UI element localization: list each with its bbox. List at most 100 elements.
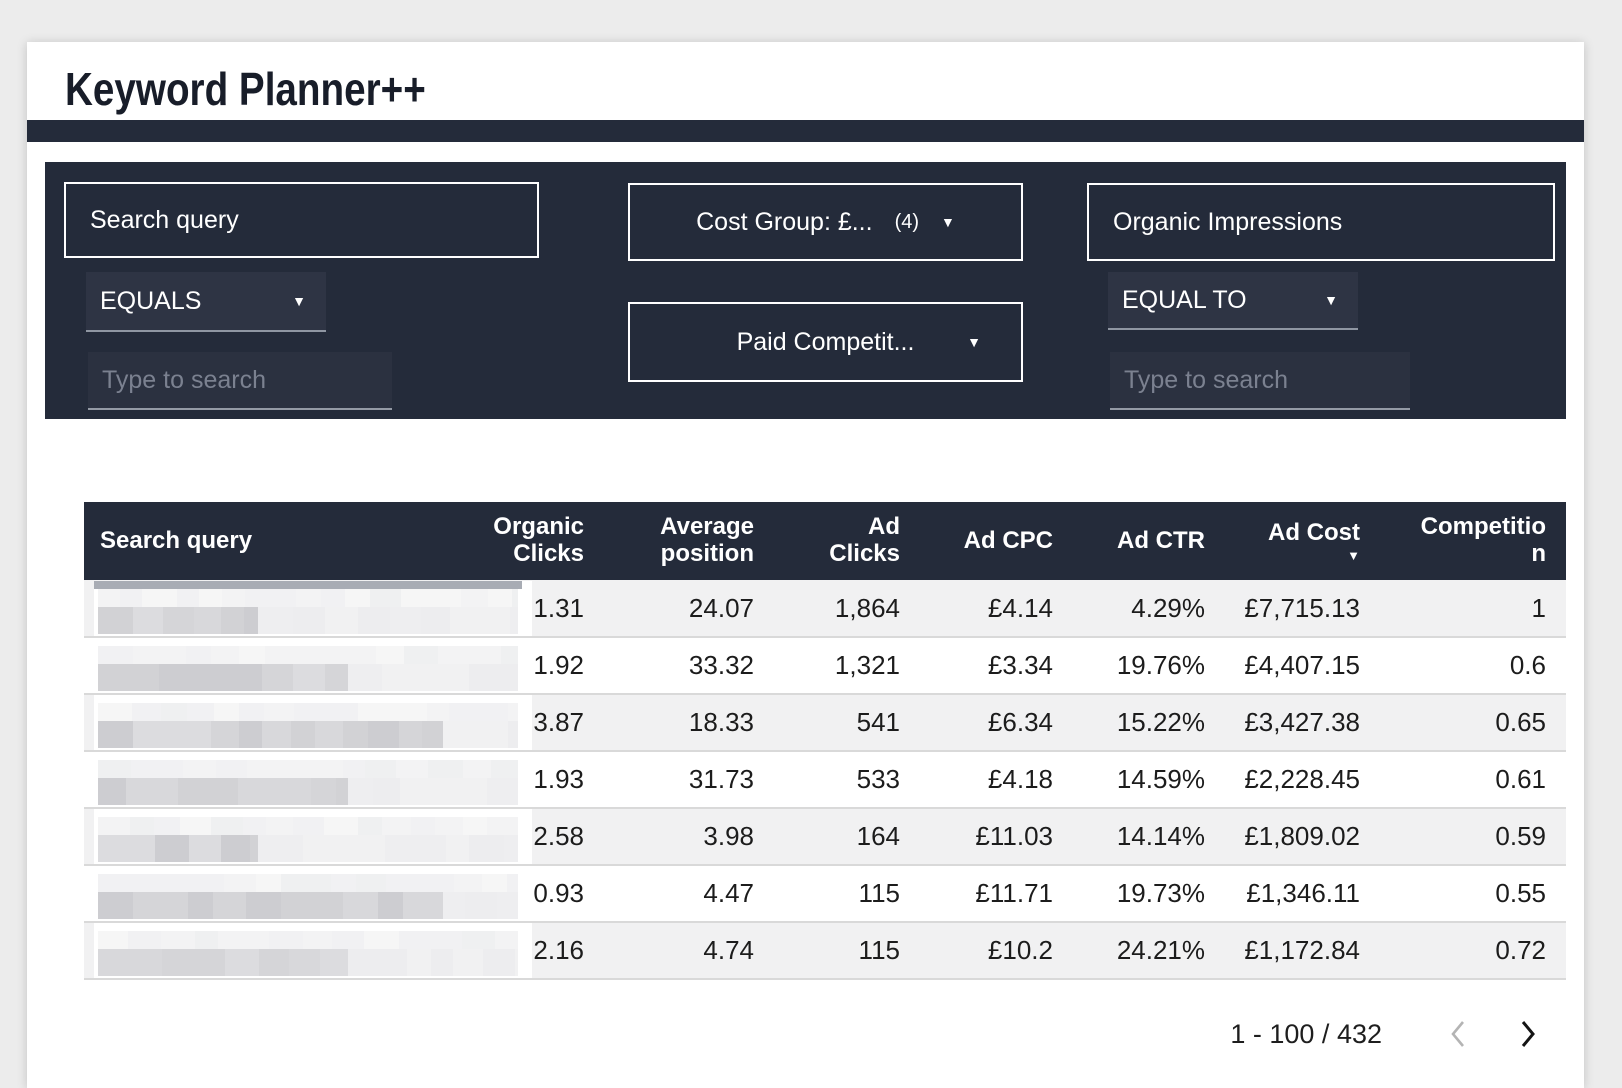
- redacted-pixel-block: [414, 664, 439, 691]
- operator-value: EQUALS: [100, 286, 202, 315]
- redacted-pixel-block: [303, 874, 331, 892]
- redaction-band: [98, 931, 518, 949]
- redacted-pixel-block: [211, 721, 239, 748]
- column-header-organic-clicks[interactable]: Organic Clicks: [460, 502, 592, 580]
- cell-search-query-redacted: [84, 694, 532, 752]
- redacted-pixel-block: [178, 778, 213, 805]
- previous-page-button[interactable]: [1440, 1012, 1476, 1056]
- redacted-pixel-block: [501, 646, 518, 664]
- redacted-pixel-block: [347, 646, 376, 664]
- redacted-pixel-block: [358, 817, 382, 835]
- search-query-filter-input[interactable]: [88, 352, 392, 410]
- organic-impressions-filter-box[interactable]: Organic Impressions: [1087, 183, 1555, 261]
- cost-group-label: Cost Group: £...: [696, 207, 873, 236]
- redacted-pixel-block: [158, 721, 182, 748]
- organic-impressions-operator-select[interactable]: EQUAL TO ▼: [1108, 272, 1358, 330]
- redacted-pixel-block: [320, 949, 343, 976]
- redacted-pixel-block: [400, 778, 423, 805]
- redacted-pixel-block: [258, 606, 293, 634]
- redacted-pixel-block: [463, 760, 491, 778]
- redacted-pixel-block: [120, 835, 155, 862]
- chevron-down-icon: ▼: [1324, 292, 1338, 308]
- next-page-button[interactable]: [1510, 1012, 1546, 1056]
- redaction-band: [98, 778, 518, 805]
- redacted-pixel-block: [187, 703, 214, 721]
- redacted-pixel-block: [194, 949, 225, 976]
- redacted-pixel-block: [163, 606, 194, 634]
- redacted-pixel-block: [512, 588, 518, 607]
- cell-ad-ctr: 15.22%: [1061, 694, 1213, 752]
- cell-average-position: 33.32: [592, 637, 762, 695]
- column-header-ad-ctr[interactable]: Ad CTR: [1061, 502, 1213, 580]
- redacted-pixel-block: [427, 703, 449, 721]
- redacted-search-query: [94, 923, 532, 978]
- redacted-pixel-block: [98, 874, 129, 892]
- redacted-pixel-block: [348, 778, 373, 805]
- paid-competition-dropdown[interactable]: Paid Competit... ▼: [628, 302, 1023, 382]
- redacted-pixel-block: [331, 874, 356, 892]
- redacted-search-query: [94, 809, 532, 864]
- redacted-pixel-block: [293, 760, 320, 778]
- search-query-filter-box[interactable]: Search query: [64, 182, 539, 258]
- redacted-pixel-block: [462, 931, 495, 949]
- redacted-pixel-block: [399, 931, 433, 949]
- redacted-pixel-block: [98, 778, 126, 805]
- column-header-competition[interactable]: Competition: [1368, 502, 1566, 580]
- redacted-pixel-block: [98, 835, 120, 862]
- redacted-pixel-block: [98, 931, 128, 949]
- redacted-pixel-block: [266, 817, 293, 835]
- redacted-pixel-block: [225, 949, 259, 976]
- redacted-pixel-block: [439, 664, 469, 691]
- redacted-pixel-block: [211, 817, 243, 835]
- redacted-pixel-block: [238, 778, 263, 805]
- redacted-pixel-block: [378, 949, 407, 976]
- column-header-search-query[interactable]: Search query: [84, 502, 460, 580]
- organic-impressions-filter-input[interactable]: [1110, 352, 1410, 410]
- redacted-pixel-block: [182, 721, 211, 748]
- redacted-pixel-block: [321, 588, 345, 607]
- redaction-band: [98, 588, 518, 607]
- redacted-pixel-block: [311, 892, 343, 919]
- redacted-pixel-block: [180, 817, 211, 835]
- redacted-pixel-block: [221, 606, 244, 634]
- redacted-pixel-block: [368, 721, 399, 748]
- cost-group-dropdown[interactable]: Cost Group: £... (4) ▼: [628, 183, 1023, 261]
- redacted-pixel-block: [431, 949, 453, 976]
- redacted-pixel-block: [382, 817, 411, 835]
- redacted-pixel-block: [222, 588, 245, 607]
- cell-comp: 1: [1368, 580, 1566, 638]
- cell-ad-clicks: 1,321: [762, 637, 908, 695]
- redacted-pixel-block: [158, 760, 183, 778]
- column-header-average-position[interactable]: Average position: [592, 502, 762, 580]
- cell-ad-cpc: £6.34: [908, 694, 1061, 752]
- redacted-pixel-block: [133, 721, 158, 748]
- redacted-search-query: [94, 752, 532, 807]
- redacted-pixel-block: [454, 874, 482, 892]
- redacted-pixel-block: [370, 588, 401, 607]
- paid-competition-label: Paid Competit...: [736, 327, 915, 356]
- cell-search-query-redacted: [84, 922, 532, 980]
- column-header-ad-cost[interactable]: Ad Cost ▼: [1213, 502, 1368, 580]
- redaction-band: [98, 835, 518, 862]
- cell-ad-ctr: 19.73%: [1061, 865, 1213, 923]
- cell-average-position: 3.98: [592, 808, 762, 866]
- search-query-operator-select[interactable]: EQUALS ▼: [86, 272, 326, 332]
- redacted-pixel-block: [358, 606, 390, 634]
- table-row: 3.87 18.33 541 £6.34 15.22% £3,427.38 0.65: [84, 694, 1566, 752]
- column-header-ad-cpc[interactable]: Ad CPC: [908, 502, 1061, 580]
- cell-ad-ctr: 14.14%: [1061, 808, 1213, 866]
- redacted-pixel-block: [446, 835, 469, 862]
- redacted-pixel-block: [467, 646, 501, 664]
- redacted-pixel-block: [159, 664, 185, 691]
- redacted-pixel-block: [438, 646, 467, 664]
- column-header-ad-clicks[interactable]: Ad Clicks: [762, 502, 908, 580]
- redacted-pixel-block: [259, 949, 289, 976]
- cell-search-query-redacted: [84, 808, 532, 866]
- redacted-pixel-block: [161, 703, 187, 721]
- redaction-top-bar: [94, 580, 522, 589]
- redacted-pixel-block: [343, 949, 348, 976]
- redacted-pixel-block: [453, 949, 483, 976]
- redacted-pixel-block: [443, 721, 476, 748]
- redacted-pixel-block: [325, 606, 358, 634]
- redacted-pixel-block: [332, 931, 364, 949]
